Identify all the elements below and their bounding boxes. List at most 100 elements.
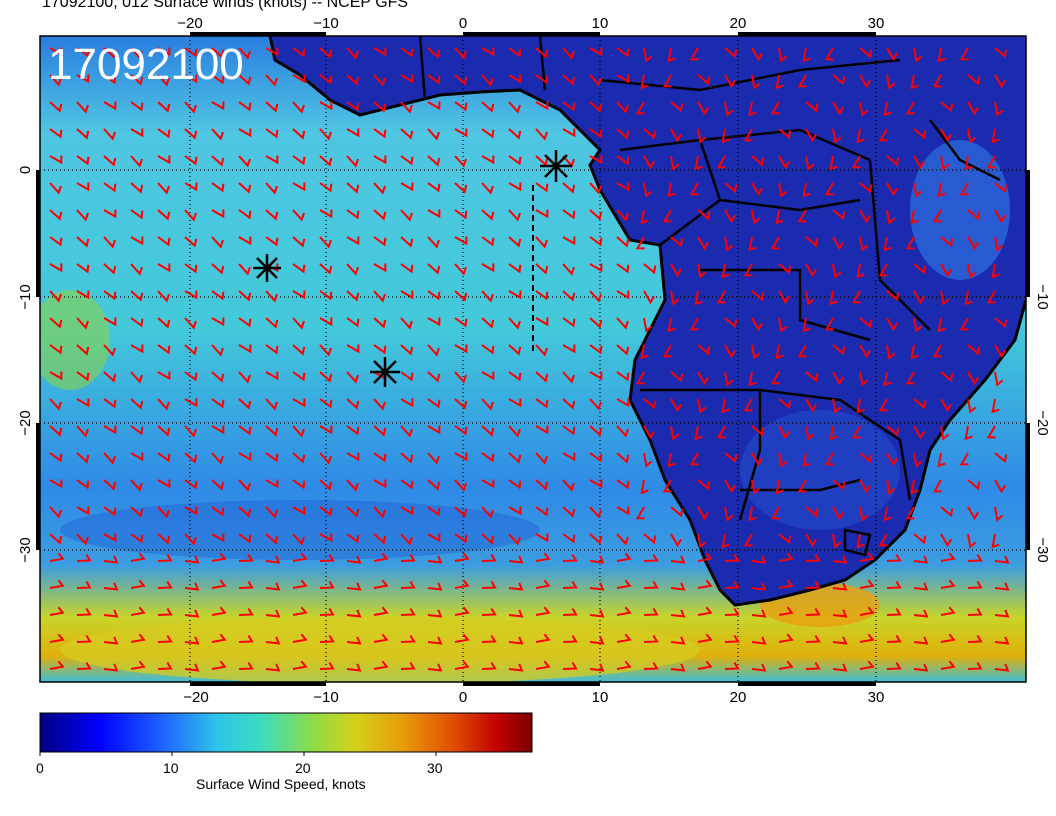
wind-barb xyxy=(427,290,441,301)
wind-barb xyxy=(535,579,551,589)
wind-barb xyxy=(535,633,551,643)
wind-barb xyxy=(427,236,440,249)
wind-barb xyxy=(157,607,173,616)
wind-barb xyxy=(346,479,359,492)
wind-barb xyxy=(886,580,902,589)
wind-barb xyxy=(373,263,387,273)
lon-tick-label: 10 xyxy=(592,15,609,32)
colorbar xyxy=(39,712,533,753)
wind-barb xyxy=(103,155,117,167)
wind-barb xyxy=(481,425,495,437)
wind-barb xyxy=(562,580,578,589)
wind-barb xyxy=(49,47,63,57)
wind-barb xyxy=(211,398,225,409)
colorbar-tick-label: 20 xyxy=(295,760,311,776)
wind-barb xyxy=(589,47,603,57)
wind-barb xyxy=(238,661,254,670)
wind-barb xyxy=(130,425,144,436)
asterisk-marker xyxy=(370,357,400,387)
wind-barb xyxy=(913,555,929,564)
map-title: 17092100, 012 Surface winds (knots) -- N… xyxy=(42,0,409,11)
wind-barb xyxy=(265,155,279,165)
wind-barb xyxy=(697,371,709,386)
wind-barb xyxy=(508,609,524,618)
wind-barb xyxy=(157,263,171,273)
wind-barb xyxy=(751,555,767,564)
coastline xyxy=(268,36,1026,607)
wind-barb xyxy=(967,101,979,116)
wind-barb xyxy=(481,371,495,381)
wind-barb xyxy=(751,344,761,360)
wind-barb xyxy=(319,398,333,409)
wind-barb xyxy=(76,209,89,222)
wind-barb xyxy=(211,101,225,111)
wind-barb xyxy=(427,506,441,517)
wind-barb xyxy=(238,290,252,302)
wind-barb xyxy=(856,533,865,549)
wind-barb xyxy=(292,579,308,589)
wind-barb xyxy=(400,371,414,382)
wind-barb xyxy=(265,479,279,489)
wind-barb xyxy=(589,452,603,463)
wind-barb xyxy=(292,398,306,408)
wind-barb xyxy=(959,182,969,196)
wind-barb xyxy=(76,182,90,192)
wind-barb xyxy=(994,582,1010,591)
wind-barb xyxy=(184,236,198,248)
wind-barb xyxy=(697,606,713,616)
wind-barb xyxy=(76,47,90,58)
wind-barb xyxy=(184,479,198,490)
wind-barb xyxy=(427,74,441,85)
wind-barb xyxy=(824,317,834,331)
wind-barb xyxy=(562,533,576,544)
wind-barb xyxy=(562,634,578,643)
wind-barb xyxy=(373,552,389,562)
wind-barb xyxy=(937,452,946,468)
wind-barb xyxy=(724,101,734,117)
wind-barb xyxy=(211,155,225,167)
wind-barb xyxy=(770,506,780,520)
lon-tick-label: 20 xyxy=(730,15,747,32)
wind-barb xyxy=(49,182,62,195)
wind-barb xyxy=(643,634,659,643)
wind-barb xyxy=(743,128,753,142)
wind-barb xyxy=(940,579,956,589)
wind-barb xyxy=(694,425,703,441)
wind-barb xyxy=(535,74,549,85)
wind-barb xyxy=(616,344,630,356)
wind-barb xyxy=(238,533,252,544)
wind-barb xyxy=(373,236,387,247)
wind-barb xyxy=(265,74,278,87)
wind-barb xyxy=(616,398,630,408)
wind-barb xyxy=(157,344,171,355)
wind-barb xyxy=(211,633,227,643)
wind-barb xyxy=(319,344,332,357)
wind-barb xyxy=(932,479,942,493)
wind-barb xyxy=(508,479,522,490)
land-east-highlands xyxy=(910,140,1010,280)
wind-barb xyxy=(454,209,468,220)
wind-barb xyxy=(346,555,362,564)
wind-barb xyxy=(184,398,198,408)
wind-barb xyxy=(743,263,753,277)
wind-barb xyxy=(967,128,977,144)
wind-barb xyxy=(103,209,117,219)
wind-barb xyxy=(319,155,333,167)
wind-barb xyxy=(49,533,63,545)
wind-barb xyxy=(400,182,414,192)
wind-barb xyxy=(373,155,387,165)
wind-barb xyxy=(454,660,470,670)
wind-barb xyxy=(211,606,227,616)
wind-barb xyxy=(589,182,602,195)
wind-barb xyxy=(913,636,929,645)
wind-barb xyxy=(481,182,494,195)
wind-barb xyxy=(635,101,645,115)
wind-barb xyxy=(913,128,927,140)
wind-barb xyxy=(265,182,278,195)
wind-barb xyxy=(805,398,817,413)
wind-barb xyxy=(994,74,1006,89)
wind-barb xyxy=(454,425,468,436)
wind-barb xyxy=(721,128,730,144)
wind-barb xyxy=(562,128,576,138)
lon-tick-label: 0 xyxy=(459,15,467,32)
